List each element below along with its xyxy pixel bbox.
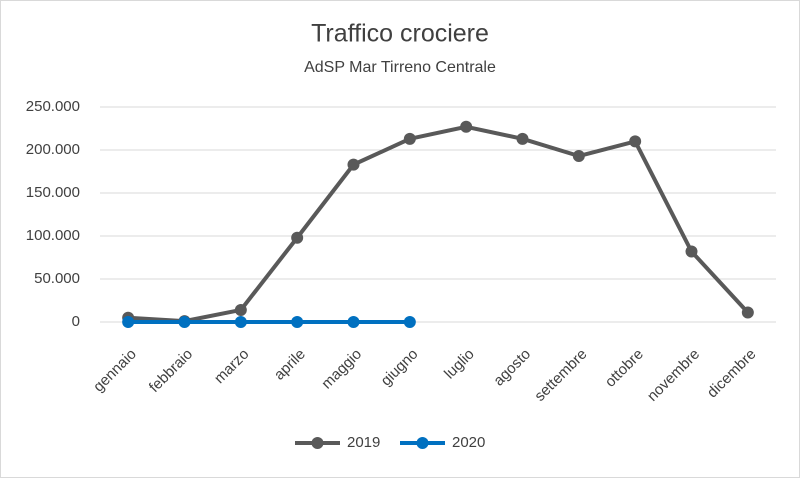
- point: [685, 245, 698, 258]
- point: [234, 303, 247, 316]
- chart-subtitle: AdSP Mar Tirreno Centrale: [304, 59, 496, 76]
- point: [403, 132, 416, 145]
- y-tick-label: 150.000: [26, 184, 80, 201]
- point: [347, 158, 360, 171]
- legend-label: 2019: [347, 434, 380, 451]
- point: [347, 316, 360, 328]
- y-tick-label: 250.000: [26, 98, 80, 115]
- point: [460, 120, 473, 133]
- chart-title: Traffico crociere: [311, 20, 489, 48]
- y-tick-label: 200.000: [26, 141, 80, 158]
- y-tick-label: 100.000: [26, 227, 80, 244]
- point: [291, 231, 304, 244]
- point: [629, 135, 642, 148]
- legend-marker: [416, 437, 429, 449]
- point: [516, 132, 529, 145]
- legend-marker: [311, 437, 324, 449]
- series-line: [128, 124, 750, 324]
- point: [572, 150, 585, 163]
- point: [234, 316, 247, 328]
- y-tick-label: 50.000: [34, 270, 80, 287]
- point: [741, 306, 754, 319]
- point: [178, 316, 191, 328]
- legend-label: 2020: [452, 434, 485, 451]
- point: [291, 316, 304, 328]
- point: [122, 316, 135, 328]
- y-tick-label: 0: [72, 313, 80, 330]
- point: [403, 316, 416, 328]
